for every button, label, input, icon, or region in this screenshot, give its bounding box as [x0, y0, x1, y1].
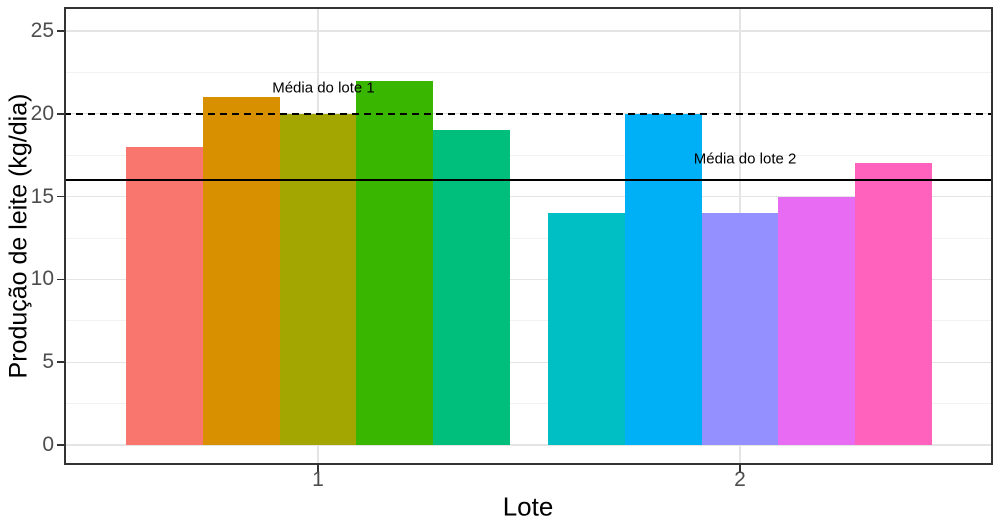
y-gridline-major — [64, 195, 993, 198]
y-gridline-major — [64, 30, 993, 32]
y-gridline-minor — [64, 237, 993, 239]
bar — [855, 163, 932, 445]
bar — [202, 97, 280, 445]
bar — [701, 213, 779, 445]
y-tick — [57, 361, 64, 363]
annotation-label: Média do lote 2 — [693, 150, 797, 168]
y-gridline-minor — [64, 320, 993, 322]
y-axis-title: Produção de leite (kg/dia) — [4, 93, 33, 379]
bar — [356, 80, 434, 445]
reference-line-dashed — [64, 112, 993, 115]
y-gridline-minor — [64, 71, 993, 73]
y-gridline-major — [64, 361, 993, 363]
y-gridline-minor — [64, 403, 993, 405]
y-tick — [57, 278, 64, 281]
y-tick — [57, 113, 64, 115]
y-tick-label: 25 — [30, 19, 54, 42]
y-tick-label: 0 — [42, 433, 54, 456]
bar — [433, 130, 510, 445]
y-tick — [57, 195, 64, 198]
x-tick — [739, 465, 741, 472]
bar — [279, 113, 357, 445]
bar — [126, 146, 203, 445]
bar — [624, 113, 702, 445]
x-axis-title: Lote — [502, 491, 554, 522]
y-tick-label: 5 — [42, 350, 54, 374]
y-gridline-major — [64, 444, 993, 446]
y-tick-label: 20 — [30, 101, 54, 125]
x-tick-label: 1 — [312, 468, 324, 491]
annotation-label: Média do lote 1 — [272, 79, 375, 97]
y-tick — [57, 444, 64, 446]
bar — [548, 213, 625, 445]
y-tick-label: 15 — [30, 184, 54, 208]
x-tick-label: 2 — [734, 468, 746, 491]
bar — [778, 196, 856, 445]
x-tick — [317, 465, 319, 472]
reference-line-solid — [64, 179, 993, 182]
y-tick-label: 10 — [30, 267, 54, 291]
y-gridline-major — [64, 278, 993, 281]
y-gridline-minor — [64, 154, 993, 156]
y-tick — [57, 30, 64, 32]
